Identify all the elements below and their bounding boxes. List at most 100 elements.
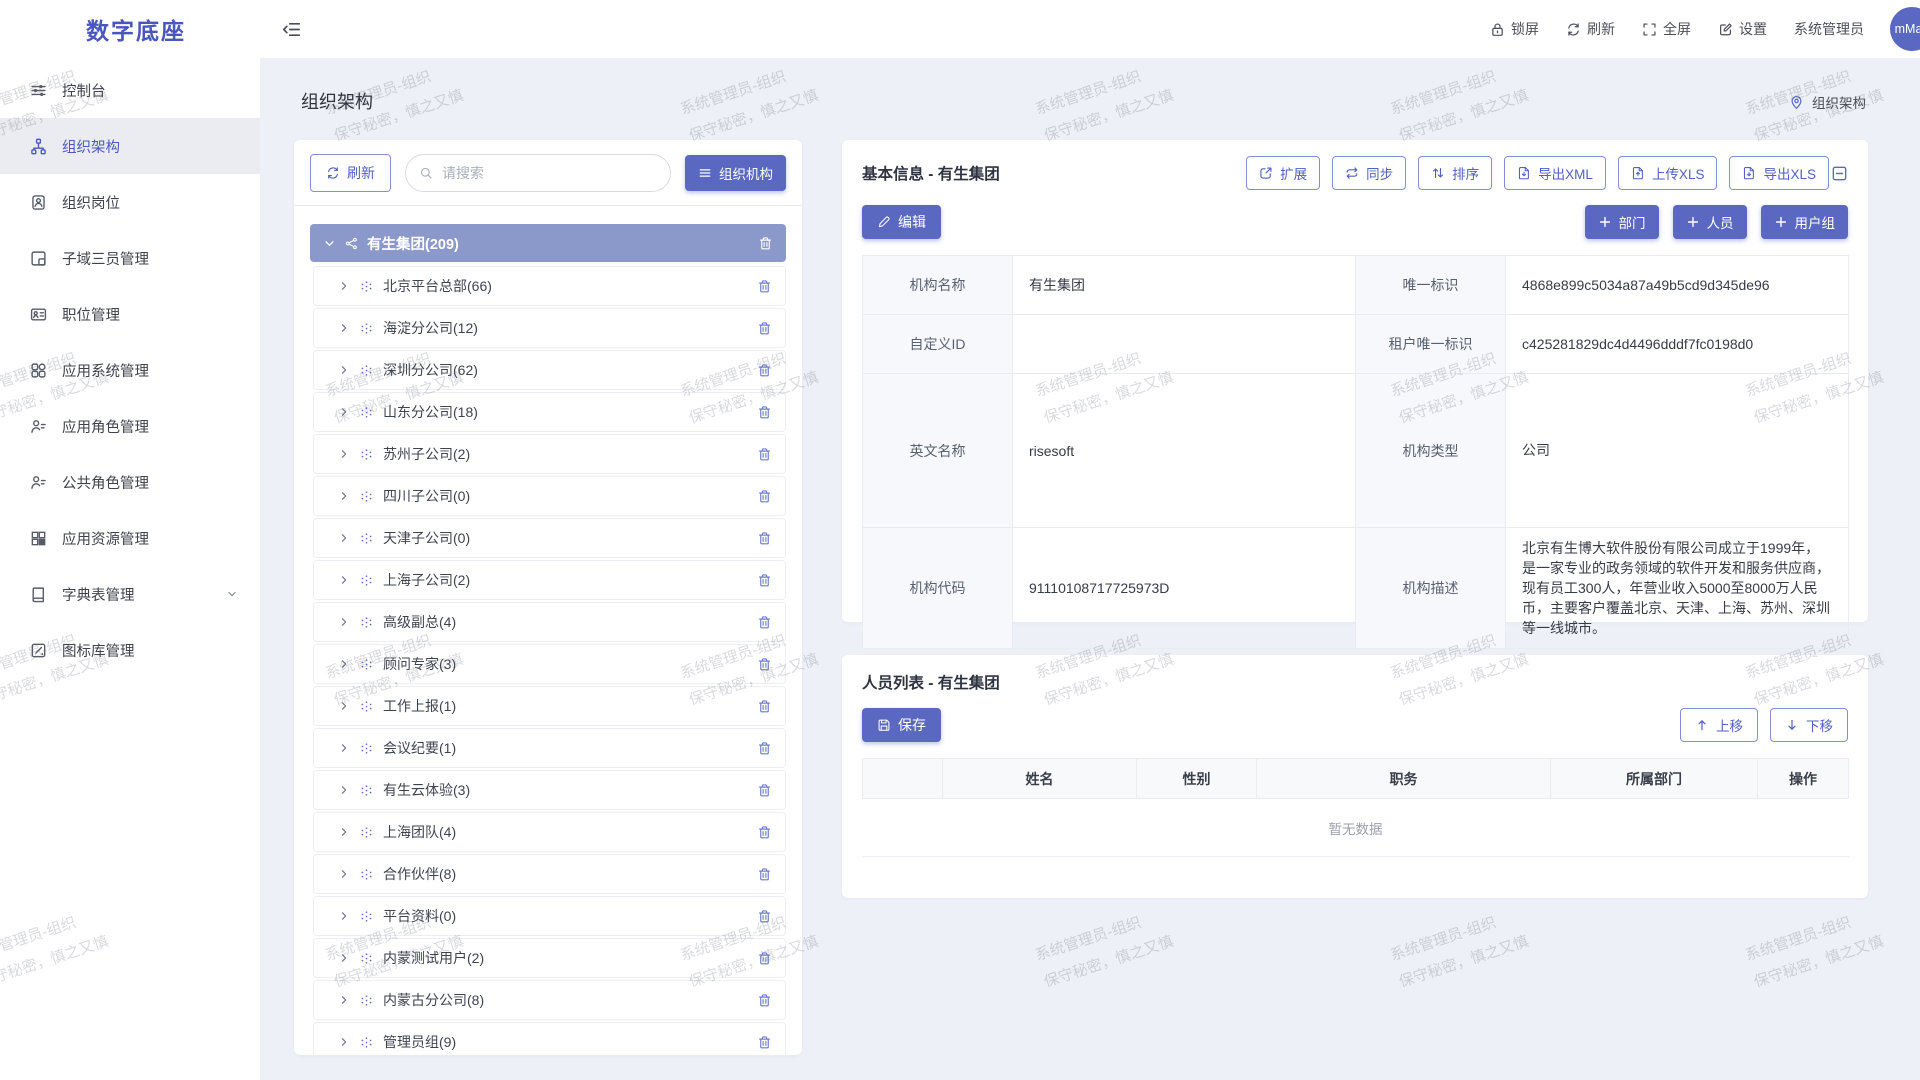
drag-handle-icon[interactable] — [360, 952, 373, 965]
delete-icon[interactable] — [757, 699, 772, 714]
info-toolbar-button[interactable]: 排序 — [1418, 156, 1493, 190]
drag-handle-icon[interactable] — [360, 322, 373, 335]
delete-icon[interactable] — [757, 363, 772, 378]
drag-handle-icon[interactable] — [360, 280, 373, 293]
delete-icon[interactable] — [757, 573, 772, 588]
tree-node[interactable]: 苏州子公司(2) — [313, 434, 786, 474]
chevron-right-icon[interactable] — [338, 994, 350, 1006]
tree-node[interactable]: 顾问专家(3) — [313, 644, 786, 684]
info-toolbar-button[interactable]: 同步 — [1332, 156, 1407, 190]
chevron-right-icon[interactable] — [338, 280, 350, 292]
drag-handle-icon[interactable] — [360, 490, 373, 503]
chevron-right-icon[interactable] — [338, 784, 350, 796]
drag-handle-icon[interactable] — [360, 406, 373, 419]
sidebar-item[interactable]: 图标库管理 — [0, 622, 260, 678]
drag-handle-icon[interactable] — [360, 910, 373, 923]
drag-handle-icon[interactable] — [360, 364, 373, 377]
tree-node[interactable]: 合作伙伴(8) — [313, 854, 786, 894]
tree-node[interactable]: 内蒙古分公司(8) — [313, 980, 786, 1020]
drag-handle-icon[interactable] — [360, 784, 373, 797]
chevron-right-icon[interactable] — [338, 532, 350, 544]
add-button[interactable]: 部门 — [1584, 205, 1659, 239]
chevron-right-icon[interactable] — [338, 322, 350, 334]
sidebar-item[interactable]: 职位管理 — [0, 286, 260, 342]
sidebar-item[interactable]: 应用资源管理 — [0, 510, 260, 566]
tree-node[interactable]: 工作上报(1) — [313, 686, 786, 726]
add-button[interactable]: 人员 — [1672, 205, 1747, 239]
edit-button[interactable]: 编辑 — [862, 205, 941, 239]
sidebar-item[interactable]: 应用角色管理 — [0, 398, 260, 454]
delete-icon[interactable] — [757, 741, 772, 756]
delete-icon[interactable] — [757, 321, 772, 336]
chevron-right-icon[interactable] — [338, 868, 350, 880]
drag-handle-icon[interactable] — [360, 1036, 373, 1049]
delete-icon[interactable] — [757, 783, 772, 798]
tree-node[interactable]: 天津子公司(0) — [313, 518, 786, 558]
delete-icon[interactable] — [758, 236, 773, 251]
chevron-right-icon[interactable] — [338, 364, 350, 376]
delete-icon[interactable] — [757, 615, 772, 630]
tree-node[interactable]: 山东分公司(18) — [313, 392, 786, 432]
drag-handle-icon[interactable] — [360, 994, 373, 1007]
tree-node[interactable]: 上海团队(4) — [313, 812, 786, 852]
org-structure-button[interactable]: 组织机构 — [685, 155, 786, 191]
save-button[interactable]: 保存 — [862, 708, 941, 742]
drag-handle-icon[interactable] — [360, 700, 373, 713]
tree-node[interactable]: 深圳分公司(62) — [313, 350, 786, 390]
info-toolbar-button[interactable]: 扩展 — [1246, 156, 1321, 190]
delete-icon[interactable] — [757, 951, 772, 966]
tree-root-node[interactable]: 有生集团(209) — [310, 224, 786, 262]
tree-search-input[interactable] — [406, 155, 670, 191]
delete-icon[interactable] — [757, 867, 772, 882]
sidebar-item[interactable]: 字典表管理 — [0, 566, 260, 622]
sidebar-item[interactable]: 组织岗位 — [0, 174, 260, 230]
chevron-right-icon[interactable] — [338, 826, 350, 838]
delete-icon[interactable] — [757, 657, 772, 672]
sidebar-collapse-button[interactable] — [282, 0, 301, 58]
header-action[interactable]: 设置 — [1718, 19, 1767, 39]
drag-handle-icon[interactable] — [360, 448, 373, 461]
delete-icon[interactable] — [757, 909, 772, 924]
info-toolbar-button[interactable]: 上传XLS — [1617, 156, 1718, 190]
chevron-right-icon[interactable] — [338, 490, 350, 502]
chevron-right-icon[interactable] — [338, 700, 350, 712]
chevron-down-icon[interactable] — [323, 237, 336, 250]
delete-icon[interactable] — [757, 489, 772, 504]
sidebar-item[interactable]: 子域三员管理 — [0, 230, 260, 286]
tree-node[interactable]: 内蒙测试用户(2) — [313, 938, 786, 978]
sidebar-item[interactable]: 控制台 — [0, 62, 260, 118]
tree-node[interactable]: 上海子公司(2) — [313, 560, 786, 600]
header-action[interactable]: 全屏 — [1642, 19, 1691, 39]
delete-icon[interactable] — [757, 825, 772, 840]
tree-node[interactable]: 会议纪要(1) — [313, 728, 786, 768]
move-button[interactable]: 上移 — [1680, 708, 1758, 742]
sidebar-item[interactable]: 应用系统管理 — [0, 342, 260, 398]
tree-node[interactable]: 平台资料(0) — [313, 896, 786, 936]
add-button[interactable]: 用户组 — [1760, 205, 1848, 239]
tree-node[interactable]: 四川子公司(0) — [313, 476, 786, 516]
delete-icon[interactable] — [757, 993, 772, 1008]
drag-handle-icon[interactable] — [360, 868, 373, 881]
move-button[interactable]: 下移 — [1770, 708, 1848, 742]
drag-handle-icon[interactable] — [360, 574, 373, 587]
sidebar-item[interactable]: 公共角色管理 — [0, 454, 260, 510]
chevron-right-icon[interactable] — [338, 616, 350, 628]
chevron-right-icon[interactable] — [338, 574, 350, 586]
chevron-right-icon[interactable] — [338, 406, 350, 418]
delete-icon[interactable] — [757, 279, 772, 294]
avatar[interactable]: mMan — [1890, 7, 1920, 51]
delete-icon[interactable] — [757, 447, 772, 462]
collapse-panel-icon[interactable] — [1831, 165, 1848, 182]
chevron-right-icon[interactable] — [338, 448, 350, 460]
header-action[interactable]: 锁屏 — [1490, 19, 1539, 39]
delete-icon[interactable] — [757, 405, 772, 420]
chevron-right-icon[interactable] — [338, 1036, 350, 1048]
delete-icon[interactable] — [757, 1035, 772, 1050]
current-user-label[interactable]: 系统管理员 — [1794, 21, 1864, 37]
sidebar-item[interactable]: 组织架构 — [0, 118, 260, 174]
tree-node[interactable]: 有生云体验(3) — [313, 770, 786, 810]
tree-node[interactable]: 海淀分公司(12) — [313, 308, 786, 348]
info-toolbar-button[interactable]: 导出XLS — [1729, 156, 1829, 190]
drag-handle-icon[interactable] — [360, 826, 373, 839]
tree-node[interactable]: 管理员组(9) — [313, 1022, 786, 1055]
